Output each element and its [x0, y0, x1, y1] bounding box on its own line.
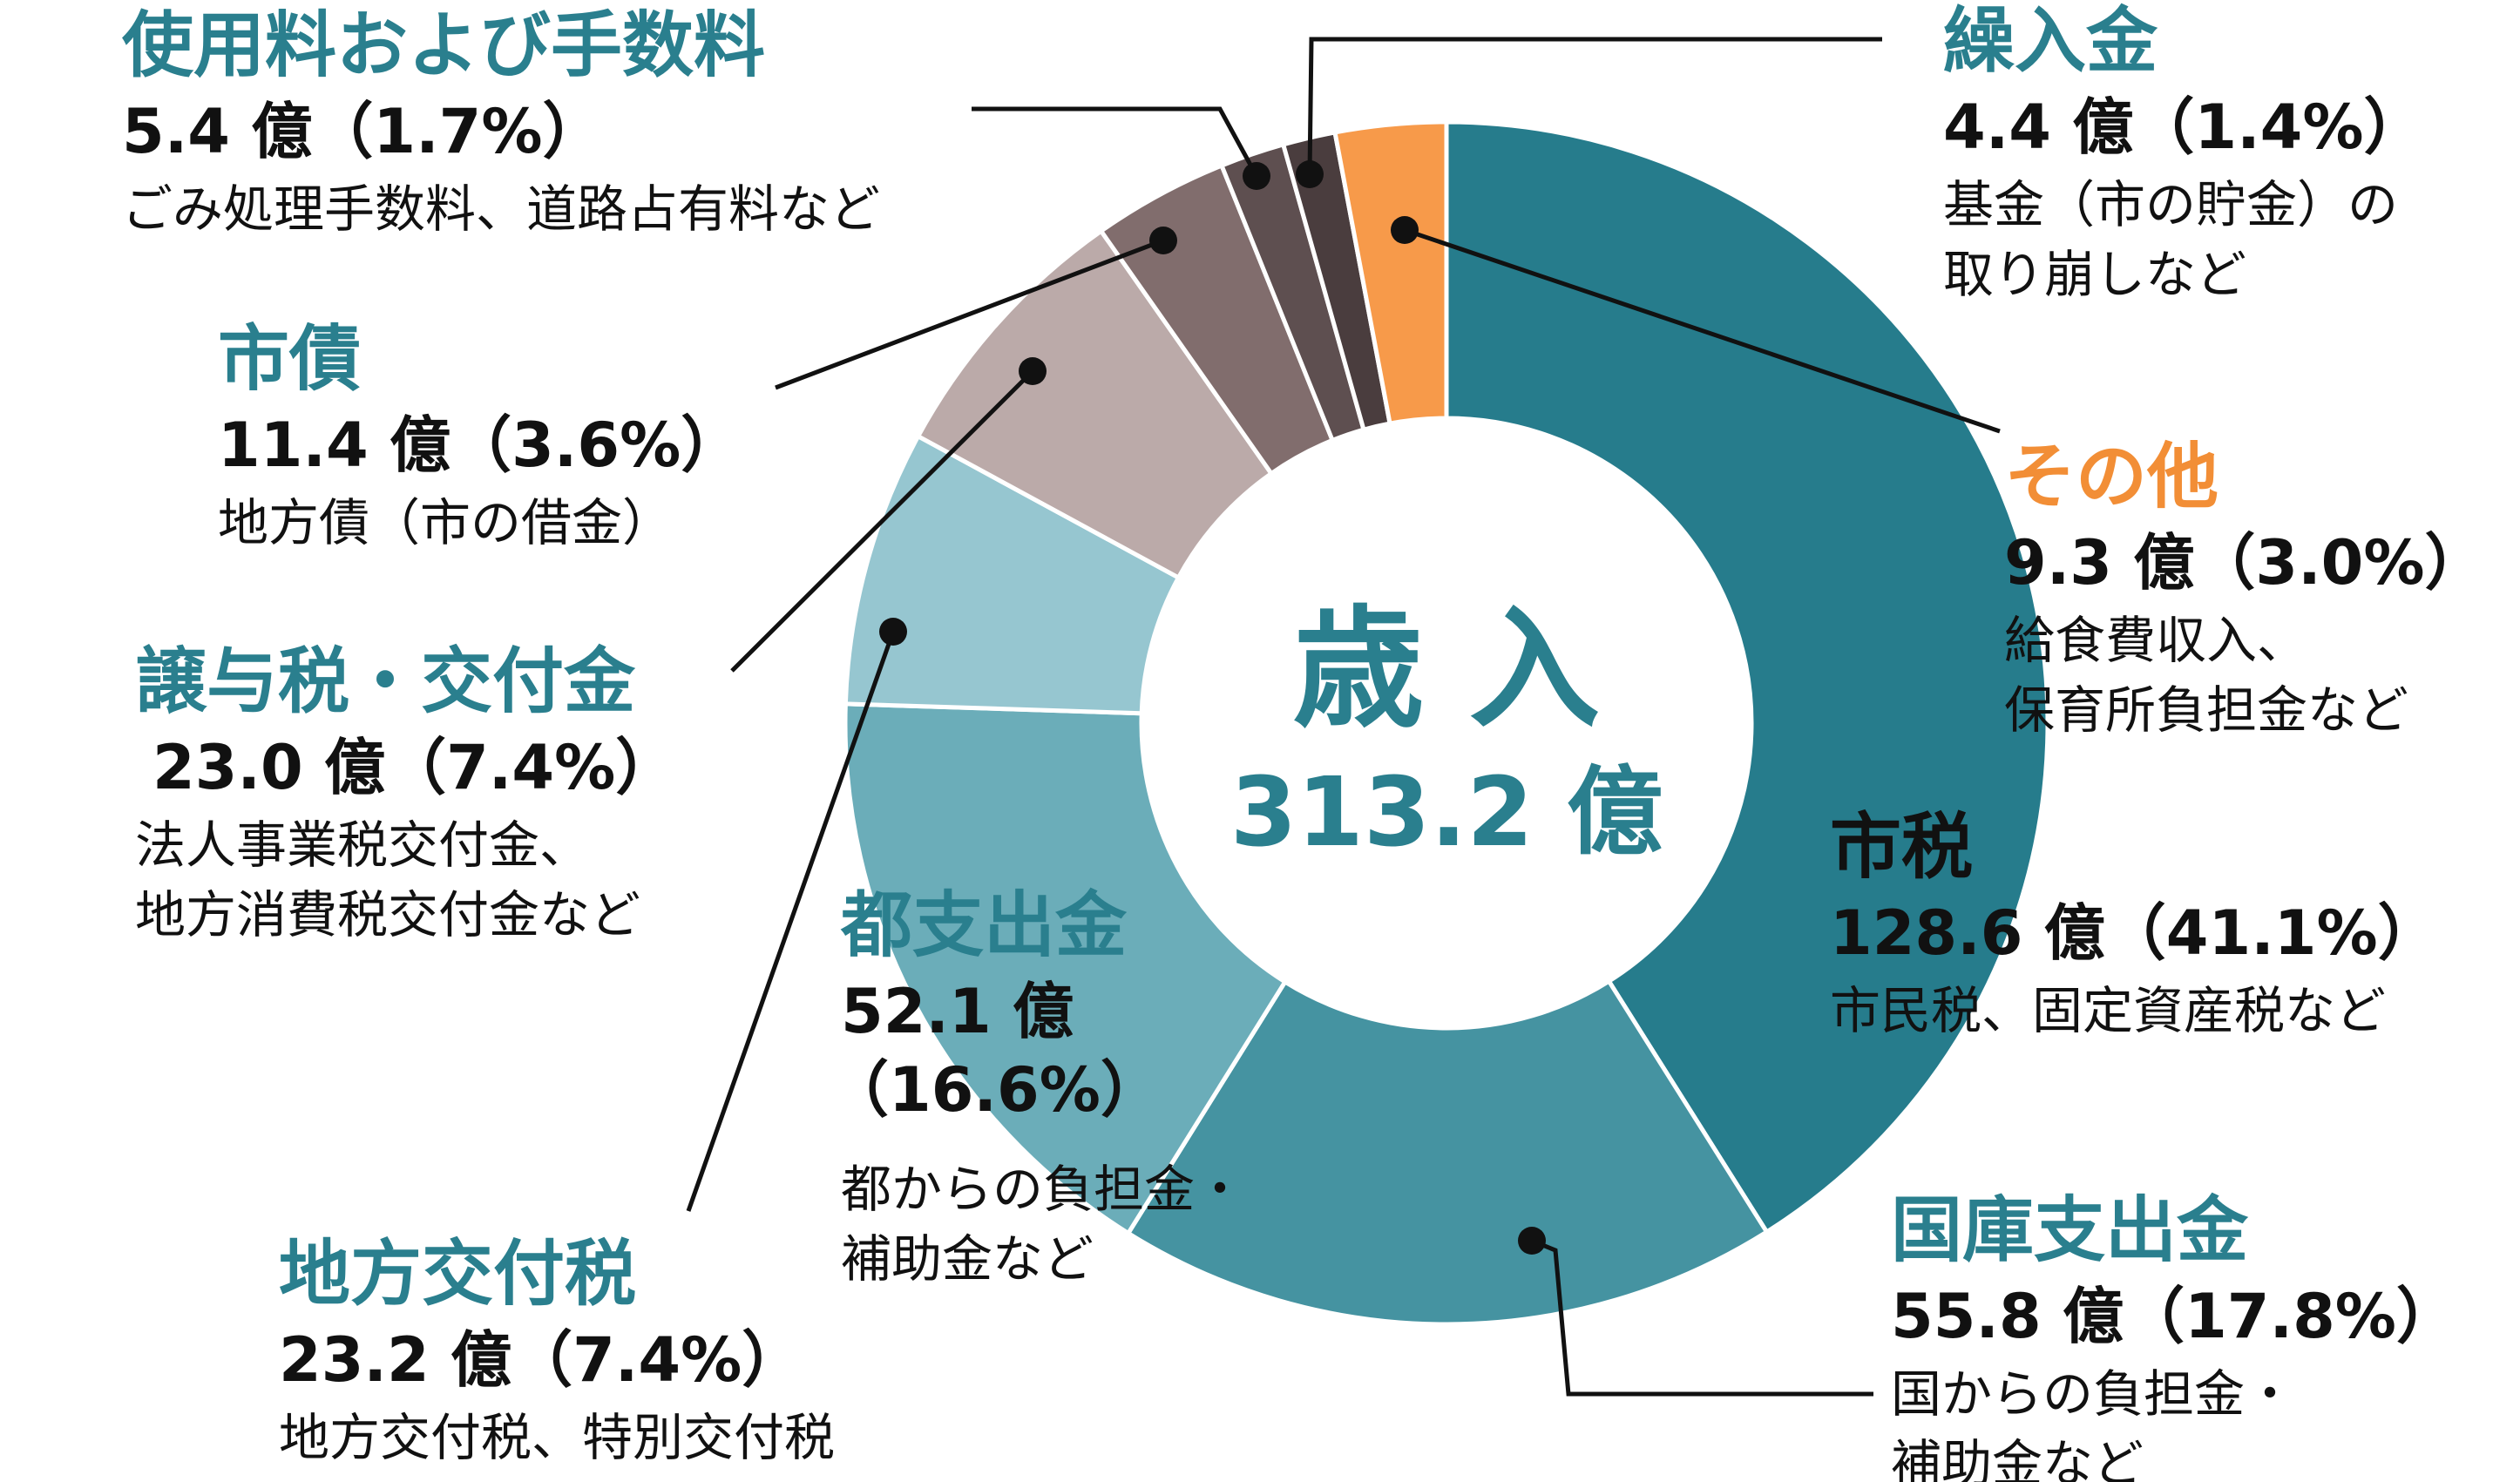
slice-desc-8-1: 保育所負担金など [2004, 680, 2408, 740]
leader-line-3 [686, 631, 896, 1212]
slice-desc-7-0: 基金（市の貯金）の [1943, 175, 2398, 234]
slice-value-0: 128.6 億（41.1%） [1830, 897, 2439, 969]
leader-dot-6 [1243, 162, 1270, 190]
slice-name-0: 市税 [1830, 806, 1973, 889]
label-group-4: 譲与税・交付金 23.0 億（7.4%） 法人事業税交付金、地方消費税交付金など [135, 640, 676, 944]
leader-line-5 [775, 238, 1164, 390]
slice-desc-4-1: 地方消費税交付金など [135, 885, 640, 944]
leader-dot-7 [1296, 160, 1324, 188]
slice-value-2: 52.1 億 [841, 976, 1074, 1047]
slice-name-3: 地方交付税 [279, 1233, 636, 1316]
slice-1 [1125, 978, 1770, 1327]
label-group-8: その他 9.3 億（3.0%） 給食費収入、保育所負担金など [2004, 436, 2486, 740]
leader-line-8 [1404, 227, 2001, 434]
slice-8 [1332, 119, 1449, 426]
chart-total: 313.2 億 [1230, 756, 1663, 868]
label-group-1: 国庫支出金 55.8 億（17.8%） 国からの負担金・補助金など [1891, 1189, 2457, 1482]
leader-dot-5 [1149, 227, 1177, 254]
leader-dot-1 [1518, 1227, 1546, 1255]
leader-line-4 [730, 369, 1034, 673]
slice-value-5: 11.4 億（3.6%） [218, 409, 742, 481]
slice-desc-3-0: 地方交付税、特別交付税 [279, 1408, 835, 1467]
slice-desc-1-0: 国からの負担金・ [1891, 1364, 2295, 1424]
slice-value-3: 23.2 億（7.4%） [279, 1324, 803, 1396]
label-group-6: 使用料および手数料 5.4 億（1.7%） ごみ処理手数料、道路占有料など [122, 4, 880, 239]
leader-line-7 [1307, 37, 1882, 175]
slice-name-8: その他 [2004, 436, 2219, 518]
slice-desc-5-0: 地方債（市の借金） [218, 493, 673, 552]
donut-slices [843, 119, 2050, 1327]
slice-name-6: 使用料および手数料 [122, 4, 765, 87]
slice-value-7: 4.4 億（1.4%） [1943, 91, 2425, 163]
label-group-2: 都支出金 52.1 億（16.6%） 都からの負担金・補助金など [828, 884, 1245, 1289]
slice-name-2: 都支出金 [840, 884, 1128, 967]
slice-value-4: 23.0 億（7.4%） [152, 732, 676, 803]
slice-desc-0-0: 市民税、固定資産税など [1830, 981, 2386, 1040]
chart-title: 歳 入 [1293, 594, 1600, 746]
slice-desc-2-0: 都からの負担金・ [841, 1160, 1245, 1219]
slice-desc-8-0: 給食費収入、 [2004, 611, 2307, 670]
slice-name-1: 国庫支出金 [1891, 1189, 2249, 1272]
slice-desc-1-1: 補助金など [1891, 1434, 2144, 1482]
slice-2 [843, 701, 1289, 1236]
slice-0 [1444, 119, 2050, 1235]
slice-name-7: 繰入金 [1943, 0, 2158, 83]
leader-dot-4 [1019, 357, 1047, 385]
slice-desc-6-0: ごみ処理手数料、道路占有料など [122, 179, 880, 239]
leader-dot-3 [879, 618, 907, 646]
slice-value-6: 5.4 億（1.7%） [122, 96, 604, 167]
slice-desc-7-1: 取り崩しなど [1943, 245, 2246, 304]
label-group-3: 地方交付税 23.2 億（7.4%） 地方交付税、特別交付税 [279, 1233, 835, 1467]
label-group-5: 市債 11.4 億（3.6%） 地方債（市の借金） [218, 318, 742, 552]
slice-desc-4-0: 法人事業税交付金、 [135, 815, 590, 875]
leader-line-6 [972, 106, 1259, 178]
slice-name-4: 譲与税・交付金 [135, 640, 636, 723]
slice-desc-2-1: 補助金など [841, 1229, 1094, 1289]
leader-lines [686, 37, 2001, 1397]
label-group-0: 市税 128.6 億（41.1%） 市民税、固定資産税など [1830, 806, 2439, 1040]
leader-dot-8 [1391, 216, 1419, 244]
slice-value-1: 55.8 億（17.8%） [1891, 1281, 2457, 1352]
slice-name-5: 市債 [218, 318, 361, 401]
slice-value-8: 9.3 億（3.0%） [2004, 527, 2486, 599]
slice-value-pct-2: （16.6%） [828, 1054, 1162, 1126]
